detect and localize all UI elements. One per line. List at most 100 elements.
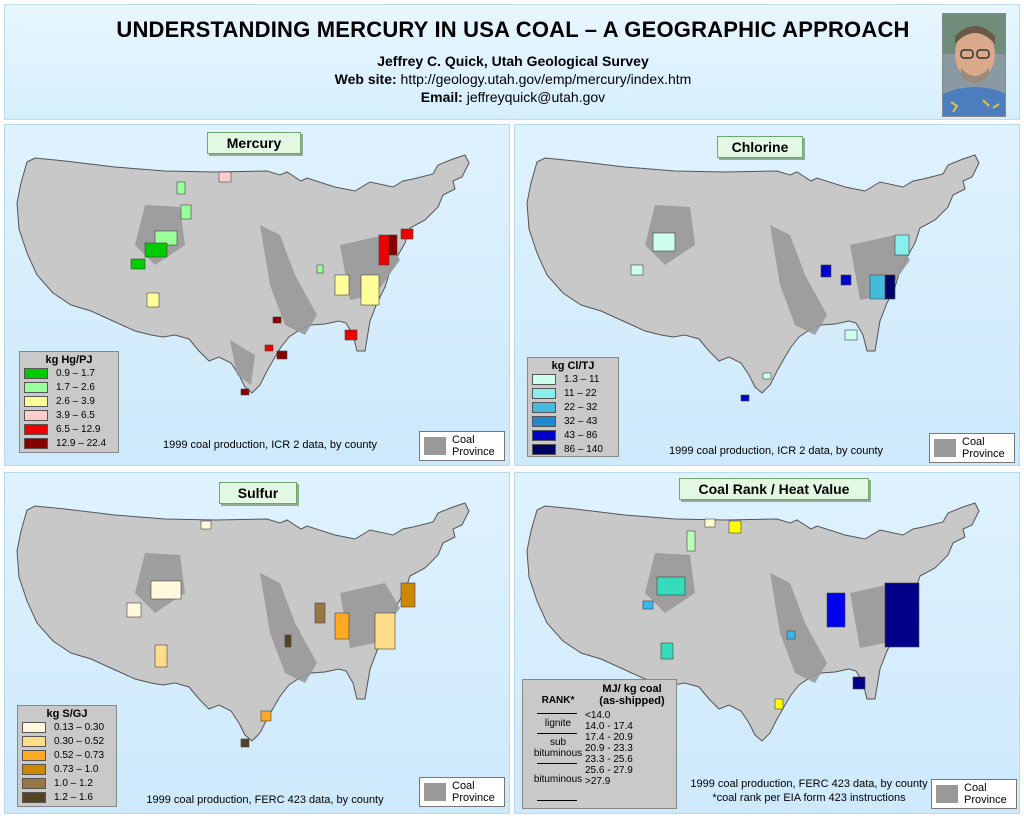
author-portrait-image — [942, 13, 1006, 117]
mercury-caption: 1999 coal production, ICR 2 data, by cou… — [162, 439, 378, 451]
province-label: Coal Province — [452, 434, 495, 458]
legend-swatch — [24, 367, 48, 379]
legend-item: 17.4 - 20.9 — [585, 732, 677, 743]
legend-label: 0.9 – 1.7 — [56, 367, 95, 379]
legend-item: 0.52 – 0.73 — [18, 748, 116, 762]
chlorine-legend: kg Cl/TJ 1.3 – 11 11 – 22 22 – 32 32 – 43 43… — [527, 357, 619, 457]
rank-legend-title-1: MJ/ kg coal — [602, 683, 662, 695]
legend-label: 1.2 – 1.6 — [54, 791, 93, 803]
legend-label: 0.13 – 0.30 — [54, 721, 105, 733]
chlorine-caption: 1999 coal production, ICR 2 data, by cou… — [668, 445, 884, 457]
legend-swatch — [22, 763, 46, 775]
legend-item: 86 – 140 — [528, 442, 618, 456]
legend-label: 25.6 - 27.9 — [585, 765, 633, 776]
legend-item: 0.9 – 1.7 — [20, 366, 118, 380]
legend-item: 3.9 – 6.5 — [20, 408, 118, 422]
legend-item: >27.9 — [585, 776, 677, 787]
legend-swatch — [22, 735, 46, 747]
legend-item: 0.73 – 1.0 — [18, 762, 116, 776]
sulfur-caption: 1999 coal production, FERC 423 data, by … — [146, 794, 384, 806]
chlorine-panel: Chlorine kg Cl/TJ 1.3 – 11 11 – 22 22 – 32… — [514, 124, 1020, 466]
rank-divider — [537, 763, 577, 764]
sulfur-map — [16, 502, 470, 748]
chlorine-map — [526, 154, 980, 402]
legend-label: 43 – 86 — [564, 429, 598, 441]
legend-swatch — [532, 415, 556, 427]
legend-label: 1.0 – 1.2 — [54, 777, 93, 789]
legend-swatch — [22, 749, 46, 761]
legend-item: 0.30 – 0.52 — [18, 734, 116, 748]
legend-item: 1.2 – 1.6 — [18, 790, 116, 804]
legend-label: <14.0 — [585, 710, 611, 721]
legend-label: 17.4 - 20.9 — [585, 732, 633, 743]
legend-item: 1.0 – 1.2 — [18, 776, 116, 790]
rank-lignite: lignite — [544, 718, 572, 729]
legend-item: 43 – 86 — [528, 428, 618, 442]
email-line: Email: jeffreyquick@utah.gov — [5, 89, 1021, 105]
sulfur-title: Sulfur — [219, 482, 297, 504]
legend-swatch — [24, 395, 48, 407]
chlorine-province-key: Coal Province — [929, 433, 1015, 463]
province-label: Coal Province — [964, 782, 1007, 806]
page-title: UNDERSTANDING MERCURY IN USA COAL – A GE… — [116, 17, 910, 42]
header-banner: UNDERSTANDING MERCURY IN USA COAL – A GE… — [4, 4, 1020, 120]
email-link[interactable]: jeffreyquick@utah.gov — [466, 89, 606, 105]
legend-swatch — [532, 373, 556, 385]
legend-swatch — [22, 777, 46, 789]
mercury-title: Mercury — [207, 132, 301, 154]
legend-item: 1.7 – 2.6 — [20, 380, 118, 394]
legend-item: 22 – 32 — [528, 400, 618, 414]
email-label: Email: — [420, 89, 463, 105]
rank-subbituminous: bituminous — [533, 748, 583, 759]
legend-item: <14.0 — [585, 710, 677, 721]
mercury-panel: Mercury kg Hg/PJ 0.9 – 1.7 1.7 – 2.6 2.6 –… — [4, 124, 510, 466]
legend-swatch — [532, 387, 556, 399]
legend-label: 23.3 - 25.6 — [585, 754, 633, 765]
province-swatch — [424, 783, 446, 801]
rank-bituminous: bituminous — [533, 774, 583, 785]
legend-label: 14.0 - 17.4 — [585, 721, 633, 732]
legend-label: 2.6 – 3.9 — [56, 395, 95, 407]
legend-item: 0.13 – 0.30 — [18, 720, 116, 734]
rank-header: RANK* — [541, 695, 575, 706]
sulfur-legend-rows: 0.13 – 0.30 0.30 – 0.52 0.52 – 0.73 0.73 – … — [18, 720, 116, 804]
legend-item: 6.5 – 12.9 — [20, 422, 118, 436]
legend-swatch — [532, 401, 556, 413]
mercury-legend-rows: 0.9 – 1.7 1.7 – 2.6 2.6 – 3.9 3.9 – 6.5 6.5 … — [20, 366, 118, 450]
rank-legend: MJ/ kg coal (as-shipped) RANK* lignite s… — [522, 679, 677, 809]
legend-item: 12.9 – 22.4 — [20, 436, 118, 450]
rank-divider — [537, 733, 577, 734]
rank-sub: sub — [549, 737, 567, 748]
mercury-legend: kg Hg/PJ 0.9 – 1.7 1.7 – 2.6 2.6 – 3.9 3.9 … — [19, 351, 119, 453]
legend-swatch — [24, 409, 48, 421]
province-swatch — [936, 785, 958, 803]
legend-item: 23.3 - 25.6 — [585, 754, 677, 765]
rank-title: Coal Rank / Heat Value — [679, 478, 869, 500]
legend-label: 86 – 140 — [564, 443, 603, 455]
province-label: Coal Province — [962, 436, 1005, 460]
author-line: Jeffrey C. Quick, Utah Geological Survey — [377, 53, 649, 69]
province-label: Coal Province — [452, 780, 495, 804]
legend-label: >27.9 — [585, 776, 611, 787]
legend-label: 11 – 22 — [564, 387, 597, 399]
legend-item: 11 – 22 — [528, 386, 618, 400]
legend-swatch — [24, 381, 48, 393]
sulfur-legend-title: kg S/GJ — [46, 708, 88, 720]
province-swatch — [934, 439, 956, 457]
rank-caption-1: 1999 coal production, FERC 423 data, by … — [690, 778, 928, 790]
rank-province-key: Coal Province — [931, 779, 1017, 809]
rank-divider — [537, 800, 577, 801]
legend-label: 0.52 – 0.73 — [54, 749, 105, 761]
legend-label: 32 – 43 — [564, 415, 598, 427]
chlorine-legend-title: kg Cl/TJ — [551, 360, 595, 372]
legend-item: 14.0 - 17.4 — [585, 721, 677, 732]
legend-item: 1.3 – 11 — [528, 372, 618, 386]
mercury-map — [16, 154, 470, 396]
chlorine-title: Chlorine — [717, 136, 803, 158]
sulfur-legend: kg S/GJ 0.13 – 0.30 0.30 – 0.52 0.52 – 0.7… — [17, 705, 117, 807]
mercury-province-key: Coal Province — [419, 431, 505, 461]
website-link[interactable]: http://geology.utah.gov/emp/mercury/inde… — [400, 71, 692, 87]
rank-caption-2: *coal rank per EIA form 423 instructions — [712, 792, 906, 804]
legend-label: 0.73 – 1.0 — [54, 763, 99, 775]
legend-label: 3.9 – 6.5 — [56, 409, 95, 421]
